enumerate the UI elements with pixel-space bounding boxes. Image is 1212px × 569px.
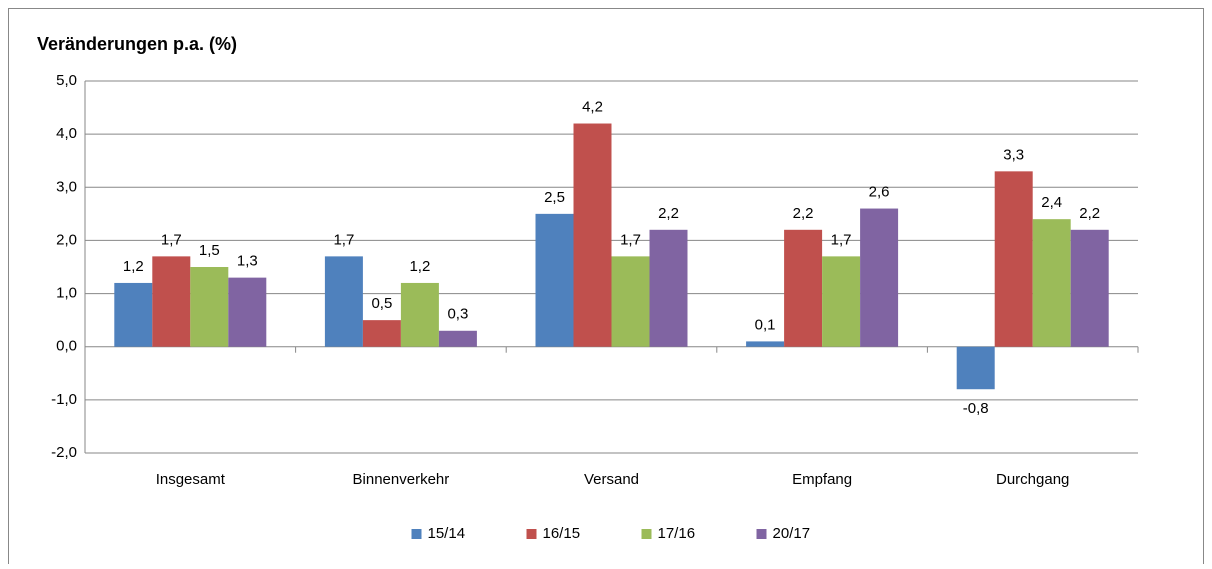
legend-swatch — [756, 529, 767, 539]
bar — [994, 171, 1033, 347]
data-label: 1,7 — [831, 231, 852, 248]
data-label: 1,2 — [409, 258, 430, 275]
y-tick-label: -1,0 — [51, 391, 77, 408]
data-label: 2,2 — [1079, 205, 1100, 222]
y-tick-label: -2,0 — [51, 444, 77, 461]
data-label: 1,3 — [237, 253, 258, 270]
bar — [438, 330, 477, 347]
data-label: 1,7 — [333, 231, 354, 248]
y-tick-label: 2,0 — [56, 231, 77, 248]
bar — [956, 346, 995, 390]
chart-title: Veränderungen p.a. (%) — [37, 34, 237, 54]
legend-label: 20/17 — [773, 525, 811, 542]
data-label: 4,2 — [582, 98, 603, 115]
legend-swatch — [641, 529, 652, 539]
x-tick-label: Durchgang — [996, 471, 1069, 488]
x-tick-label: Empfang — [792, 471, 852, 488]
data-label: 2,4 — [1041, 194, 1062, 211]
bar — [746, 341, 785, 347]
x-tick-label: Insgesamt — [156, 471, 226, 488]
data-label: -0,8 — [963, 400, 989, 417]
bar — [822, 256, 861, 347]
bar — [400, 282, 439, 347]
bar — [784, 229, 823, 347]
data-label: 1,5 — [199, 242, 220, 259]
data-label: 0,3 — [447, 306, 468, 323]
y-tick-label: 4,0 — [56, 125, 77, 142]
bar — [649, 229, 688, 347]
x-tick-label: Binnenverkehr — [353, 471, 450, 488]
bar — [362, 320, 401, 347]
bar — [611, 256, 650, 347]
data-label: 2,6 — [869, 184, 890, 201]
bar — [1032, 219, 1071, 347]
legend-label: 17/16 — [658, 525, 696, 542]
data-label: 2,5 — [544, 189, 565, 206]
bar — [152, 256, 191, 347]
legend-swatch — [526, 529, 537, 539]
x-tick-label: Versand — [584, 471, 639, 488]
data-label: 2,2 — [793, 205, 814, 222]
data-label: 0,1 — [755, 316, 776, 333]
data-label: 3,3 — [1003, 146, 1024, 163]
legend-label: 15/14 — [428, 525, 466, 542]
bar — [573, 123, 612, 347]
bar — [228, 277, 267, 347]
y-tick-label: 0,0 — [56, 338, 77, 355]
legend-label: 16/15 — [543, 525, 581, 542]
legend-swatch — [411, 529, 422, 539]
bar — [114, 282, 153, 347]
bar — [190, 267, 229, 347]
bar — [324, 256, 363, 347]
bar — [1070, 229, 1109, 347]
bar — [860, 208, 899, 347]
data-label: 0,5 — [371, 295, 392, 312]
bar — [535, 213, 574, 347]
data-label: 1,7 — [620, 231, 641, 248]
y-tick-label: 5,0 — [56, 72, 77, 89]
data-label: 1,7 — [161, 231, 182, 248]
y-tick-label: 3,0 — [56, 178, 77, 195]
data-label: 1,2 — [123, 258, 144, 275]
data-label: 2,2 — [658, 205, 679, 222]
y-tick-label: 1,0 — [56, 285, 77, 302]
